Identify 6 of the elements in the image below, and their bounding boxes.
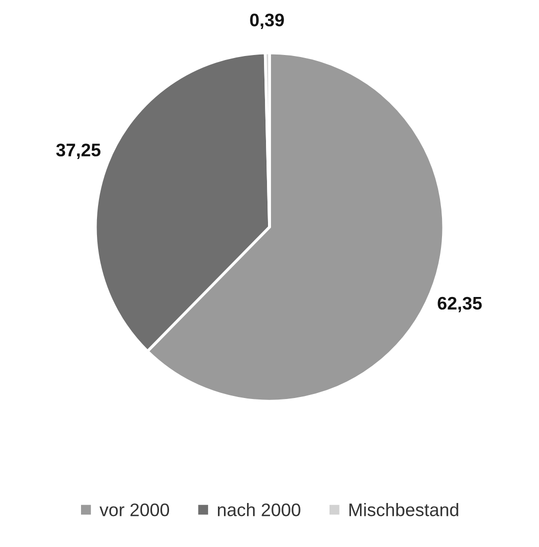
legend-label: vor 2000 [100,503,170,516]
data-label: 0,39 [250,14,284,29]
data-label: 37,25 [56,144,100,160]
data-label: 62,35 [438,296,482,312]
legend-label: Mischbestand [349,502,458,516]
legend-label: nach 2000 [218,502,300,516]
